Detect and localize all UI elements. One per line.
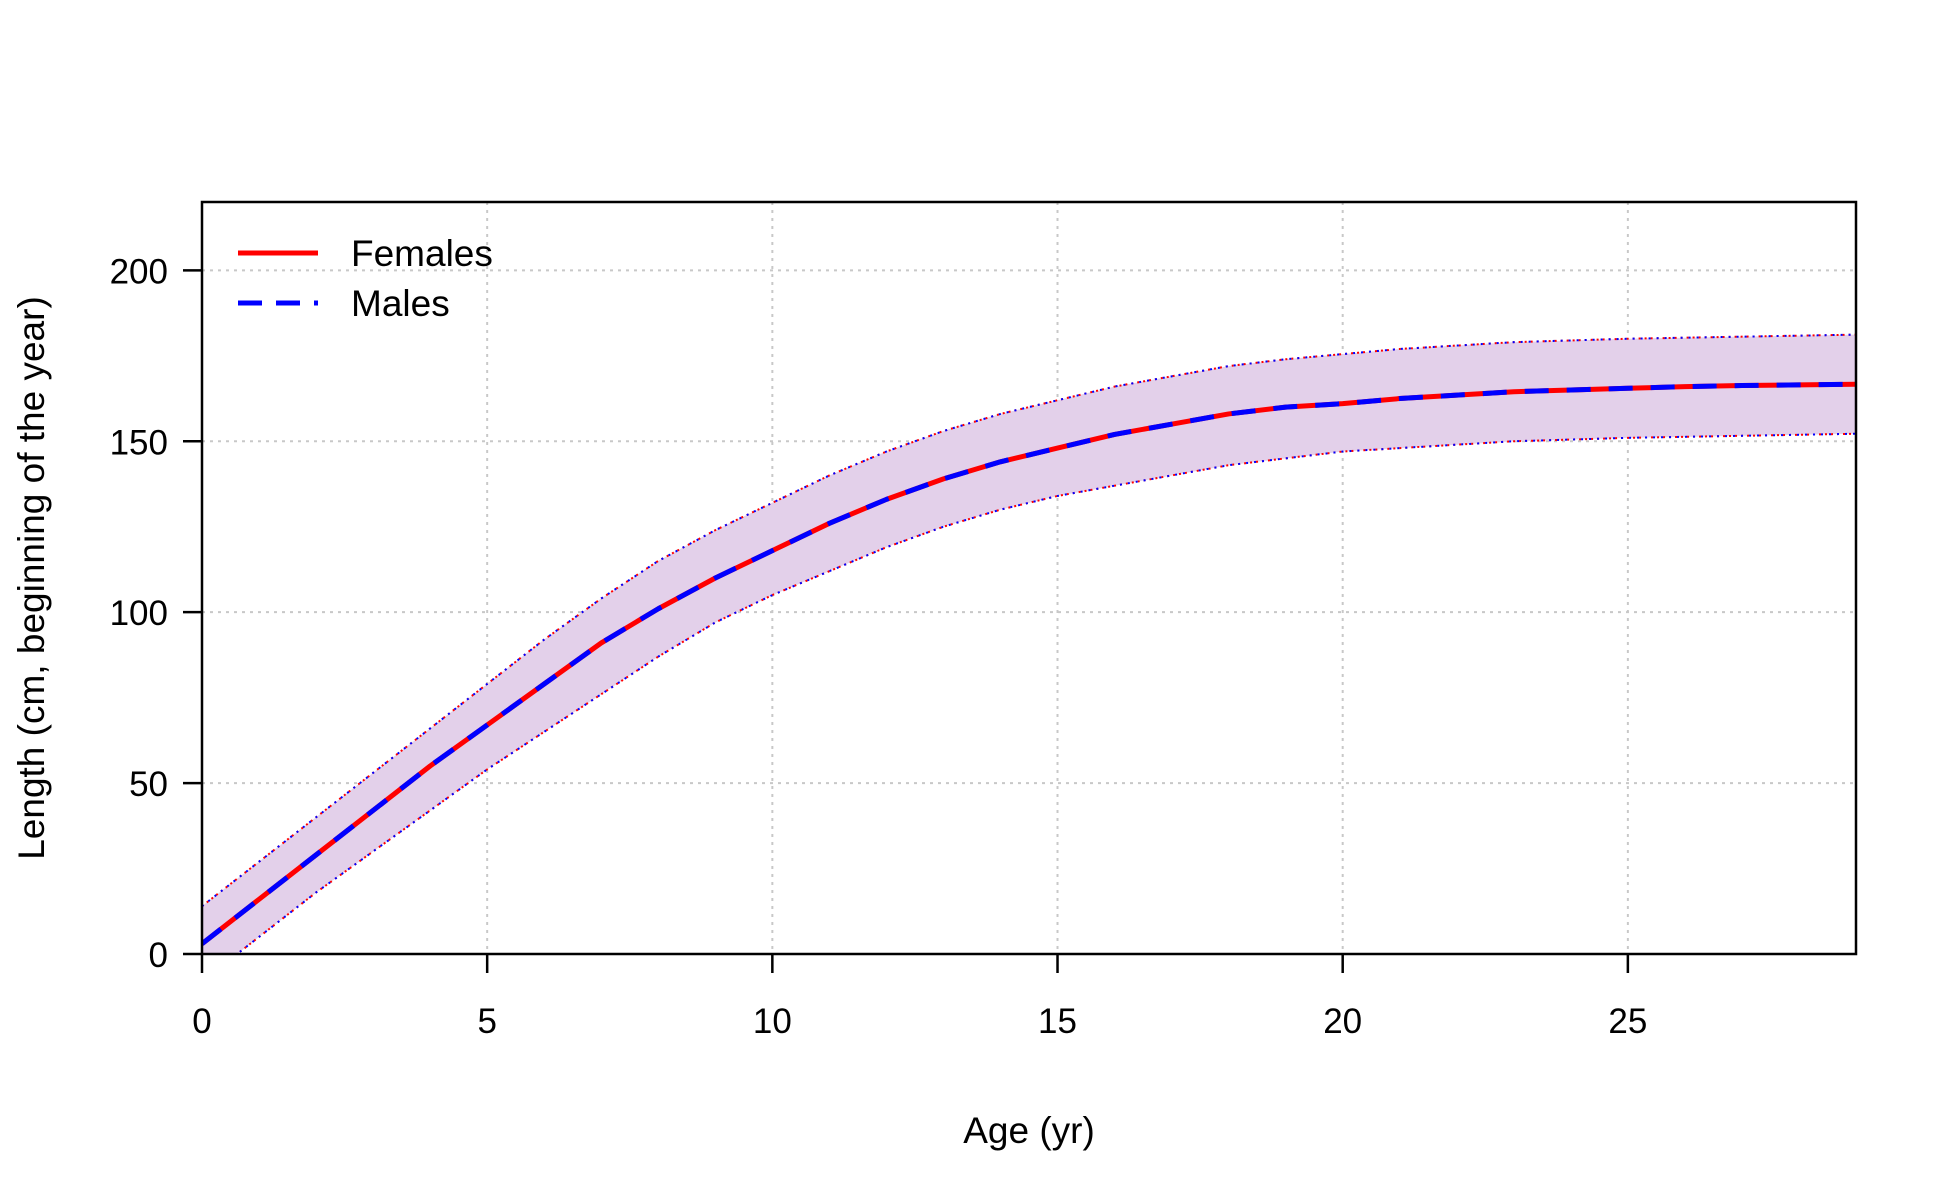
legend: Females Males [238,233,493,324]
x-tick-label: 20 [1323,1002,1362,1041]
y-tick-label: 200 [110,252,168,291]
upper-bound-females [202,333,1856,907]
x-tick-label: 0 [192,1002,211,1041]
legend-label-females: Females [351,233,493,274]
x-tick-label: 10 [753,1002,792,1041]
legend-label-males: Males [351,283,450,324]
lower-bound-females [235,432,1856,954]
interval-bands [202,334,1856,954]
y-tick-label: 100 [110,594,168,633]
y-tick-label: 150 [110,423,168,462]
x-tick-label: 15 [1038,1002,1077,1041]
y-tick-label: 50 [129,765,168,804]
x-tick-label: 25 [1608,1002,1647,1041]
y-axis-title: Length (cm, beginning of the year) [11,296,52,860]
plot-frame [200,200,1858,956]
series-lines [202,333,1856,954]
lower-bound-males [235,432,1856,954]
series-line-males [202,381,1856,946]
y-tick-label: 0 [149,936,168,975]
interval-band [202,334,1856,954]
x-axis-title: Age (yr) [963,1110,1095,1151]
axes: 0 5 10 15 20 25 0 50 100 150 200 [110,252,1648,1041]
grid [201,202,1856,955]
x-tick-label: 5 [477,1002,496,1041]
